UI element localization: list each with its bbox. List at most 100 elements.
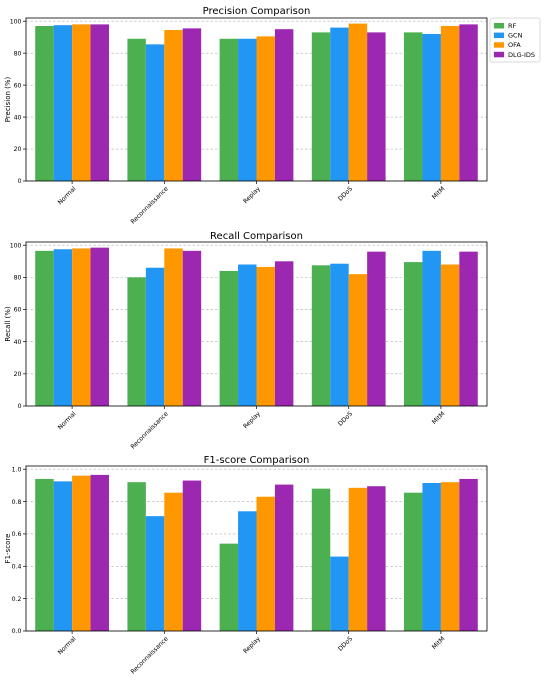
y-tick-label: 0.0 [12,628,22,635]
legend-box [489,17,541,63]
bar-dlg-ids-mitm [459,478,478,631]
y-tick-label: 20 [14,371,22,378]
y-tick-label: 0.2 [12,596,22,603]
bar-rf-reconnaissance [127,482,146,631]
chart-2: F1-score Comparison 0.0 0.2 0.4 0.6 0.8 1.0 Nor… [4,455,488,676]
bar-rf-replay [219,543,239,631]
bar-rf-ddos [311,488,331,631]
bar-gcn-reconnaissance [145,44,165,181]
bar-gcn-normal [53,249,73,406]
legend-label: DLG-IDS [508,51,535,59]
chart-0: Precision Comparison 0 20 40 60 80 100 Normal Re… [4,6,488,226]
bar-dlg-ids-reconnaissance [182,28,202,182]
x-tick-label: Normal [57,410,78,431]
bar-dlg-ids-reconnaissance [182,480,202,631]
x-tick-label: MitM [431,185,446,200]
y-tick-label: 100 [10,18,22,25]
bar-rf-normal [35,25,54,181]
bar-ofa-mitm [440,25,460,181]
y-axis-label: Recall (%) [4,306,12,341]
bar-rf-ddos [311,32,331,181]
bar-rf-replay [219,270,239,406]
bar-dlg-ids-reconnaissance [182,250,202,406]
x-tick-label: DDoS [337,185,354,202]
chart-1: Recall Comparison 0 20 40 60 80 100 Normal Recon… [4,231,488,451]
legend-label: GCN [508,32,523,40]
bar-gcn-replay [238,511,257,631]
bar-gcn-reconnaissance [145,267,165,406]
bar-dlg-ids-ddos [367,32,386,181]
bar-gcn-reconnaissance [145,516,165,631]
bar-dlg-ids-replay [274,484,294,631]
bar-rf-reconnaissance [127,277,146,406]
x-tick-label: DDoS [337,410,354,427]
bar-dlg-ids-mitm [459,24,478,182]
x-tick-label: MitM [431,410,446,425]
chart-title: Recall Comparison [210,231,303,242]
y-tick-label: 80 [14,275,22,282]
bar-gcn-mitm [422,33,441,181]
x-tick-label: Replay [242,635,262,655]
y-axis-label: Precision (%) [4,76,12,122]
x-tick-label: Normal [57,185,78,206]
bar-dlg-ids-normal [90,474,109,631]
bar-gcn-replay [238,264,257,406]
plot-frame [25,17,488,182]
bar-rf-replay [219,38,239,182]
y-tick-label: 0.6 [12,531,22,538]
bar-rf-mitm [404,262,423,406]
y-tick-label: 1.0 [12,466,22,473]
bar-rf-normal [35,478,54,631]
chart-title: F1-score Comparison [204,455,310,466]
x-tick-label: MitM [431,635,446,650]
y-tick-label: 0 [18,403,22,410]
y-tick-label: 0.8 [12,499,22,506]
x-tick-label: Reconnaissance [130,410,170,450]
legend-label: OFA [508,41,521,49]
y-tick-label: 60 [14,307,22,314]
y-tick-label: 20 [14,146,22,153]
x-tick-label: Replay [242,410,262,430]
bar-gcn-ddos [330,27,349,181]
bar-gcn-replay [238,38,257,182]
y-tick-label: 40 [14,114,22,121]
bar-ofa-normal [72,475,91,631]
bar-ofa-replay [256,266,275,406]
legend-label: RF [508,22,517,30]
bar-ofa-normal [72,24,91,182]
x-tick-label: Replay [242,185,262,205]
y-tick-label: 100 [10,242,22,249]
bar-gcn-normal [53,25,73,181]
legend-swatch-gcn [494,32,504,39]
bar-ofa-ddos [348,274,368,406]
bar-ofa-reconnaissance [164,248,183,406]
bar-rf-normal [35,250,54,406]
bar-ofa-reconnaissance [164,492,183,631]
x-tick-label: Reconnaissance [130,185,170,225]
y-axis-label: F1-score [4,534,12,564]
legend-swatch-dlg-ids [494,51,504,58]
bar-rf-mitm [404,32,423,181]
bar-gcn-mitm [422,250,441,406]
y-tick-label: 0.4 [12,563,22,570]
bar-ofa-reconnaissance [164,29,183,182]
bar-gcn-mitm [422,482,441,631]
legend-swatch-rf [494,23,504,29]
bar-dlg-ids-mitm [459,251,478,406]
legend-swatch-ofa [494,42,504,48]
bar-dlg-ids-replay [274,261,294,406]
bar-dlg-ids-ddos [367,486,386,631]
bar-rf-mitm [404,492,423,631]
x-tick-label: Reconnaissance [130,635,170,675]
bar-gcn-ddos [330,556,349,631]
bar-rf-reconnaissance [127,38,146,182]
bar-ofa-ddos [348,487,368,631]
bar-ofa-replay [256,36,275,182]
plot-frame [25,241,488,407]
bar-rf-ddos [311,265,331,406]
y-tick-label: 0 [18,178,22,185]
y-tick-label: 80 [14,50,22,57]
bar-gcn-normal [53,481,73,631]
bar-dlg-ids-normal [90,24,109,182]
